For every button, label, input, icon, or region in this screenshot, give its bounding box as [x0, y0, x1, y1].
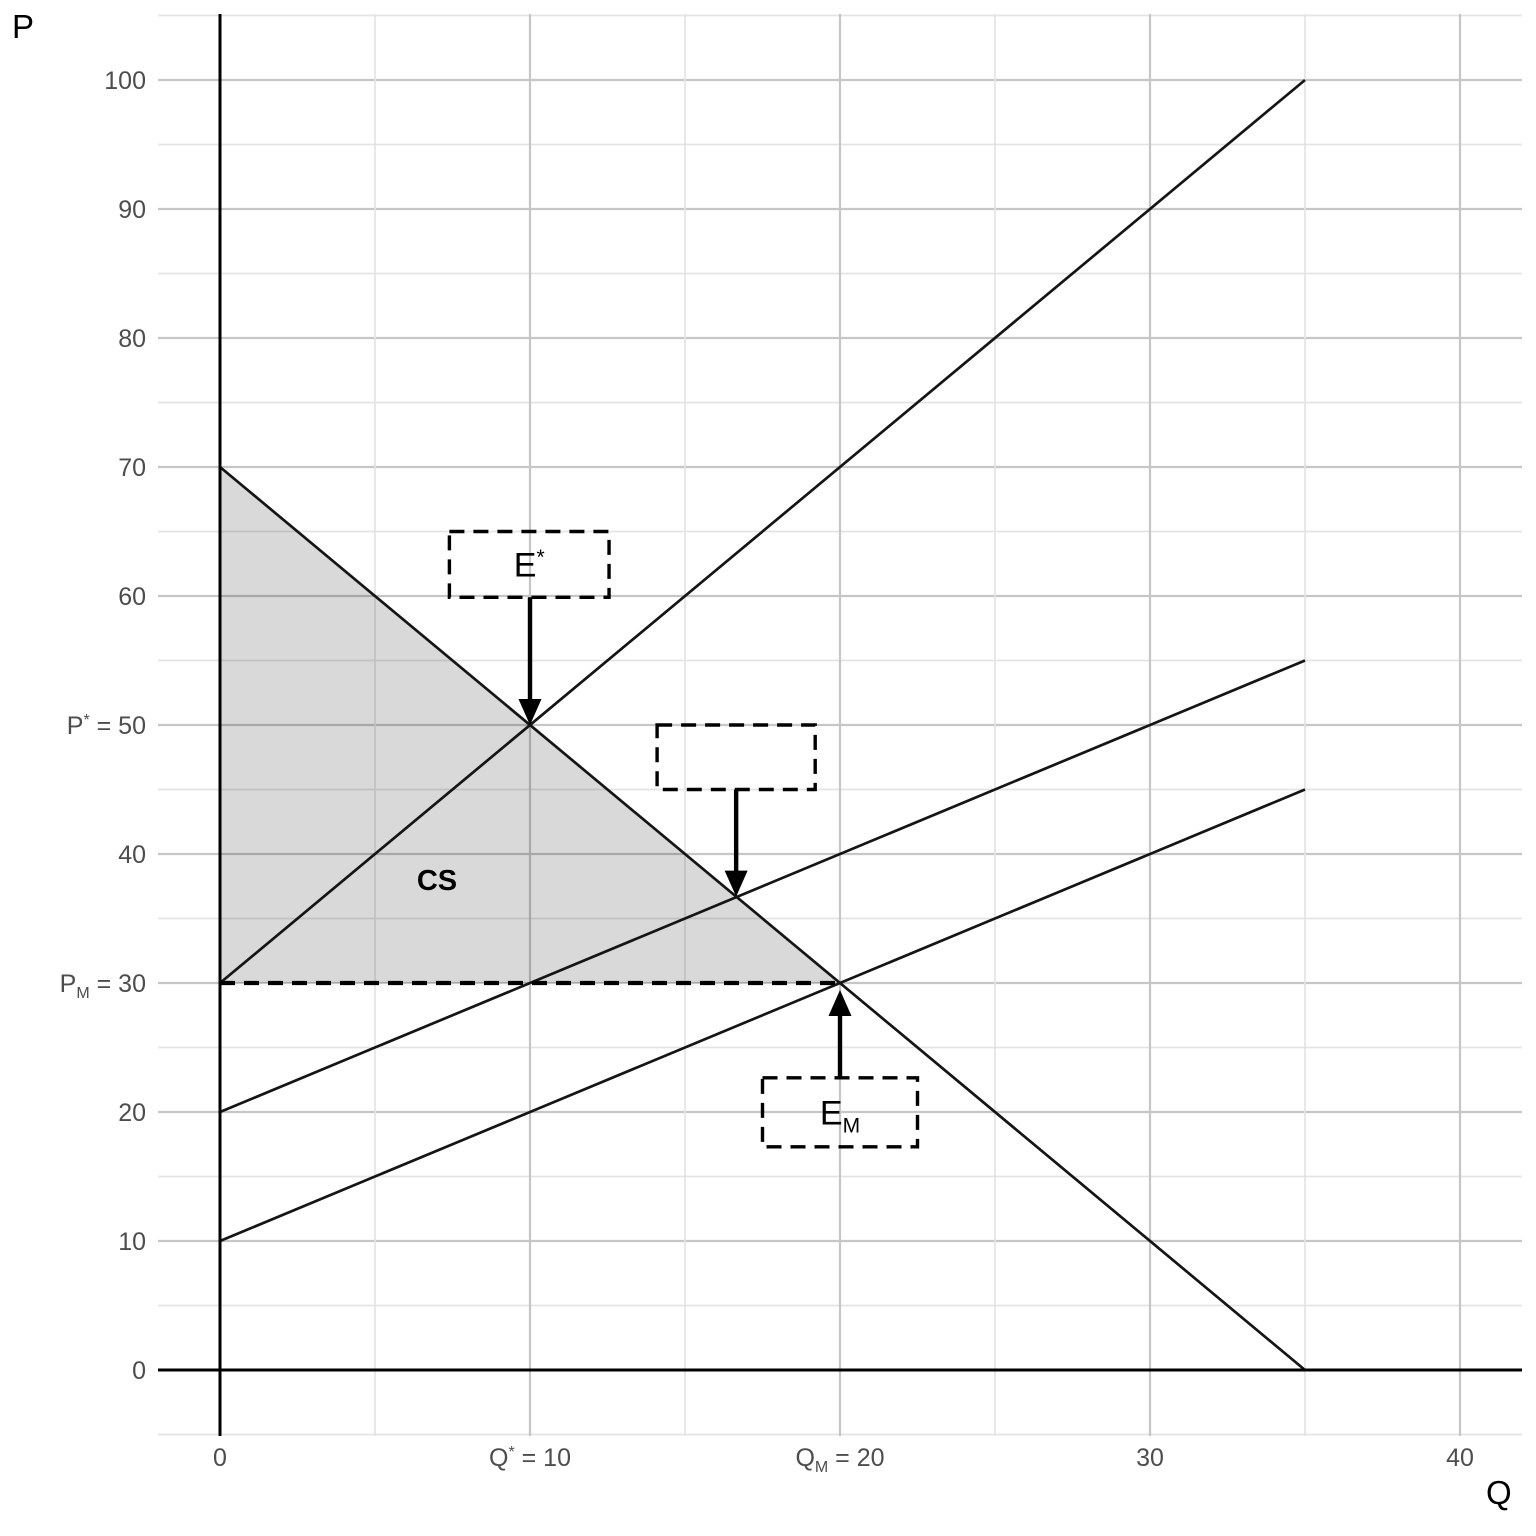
x-tick-10: Q* = 10	[489, 1444, 571, 1472]
supply-curve-steep	[219, 78, 1306, 985]
y-tick-40: 40	[118, 841, 146, 869]
equilibrium-star-label: E*	[514, 546, 545, 584]
equilibrium-monopoly-box	[760, 1076, 920, 1149]
x-axis-title: Q	[1486, 1474, 1512, 1511]
demand-curve	[219, 465, 1306, 1372]
curves	[219, 78, 1306, 1372]
equilibrium-monopoly-arrowhead	[828, 990, 852, 1016]
x-tick-40: 40	[1446, 1444, 1474, 1472]
y-axis-title: P	[12, 8, 35, 45]
equilibrium-unlabeled-arrowhead	[724, 870, 748, 897]
equilibrium-unlabeled	[655, 723, 817, 897]
y-tick-30: PM = 30	[60, 970, 146, 1002]
y-tick-100: 100	[104, 67, 146, 95]
tick-labels: 0 10 20 PM = 30 40 P* = 50 60 70 80 90 100 0 Q* = 10…	[60, 67, 1474, 1476]
equilibrium-monopoly: EM	[760, 990, 920, 1149]
x-tick-0: 0	[213, 1444, 227, 1472]
y-tick-50: P* = 50	[67, 712, 146, 740]
y-tick-60: 60	[118, 583, 146, 611]
equilibrium-monopoly-label: EM	[820, 1094, 860, 1137]
equilibrium-star-box	[447, 529, 611, 599]
supply-curve-low	[219, 788, 1306, 1243]
x-tick-30: 30	[1136, 1444, 1164, 1472]
y-tick-20: 20	[118, 1099, 146, 1127]
x-tick-20: QM = 20	[795, 1444, 884, 1476]
equilibrium-star: E*	[447, 529, 611, 725]
equilibrium-star-arrowhead	[518, 699, 542, 725]
consumer-surplus-label: CS	[417, 865, 457, 897]
y-tick-90: 90	[118, 196, 146, 224]
y-tick-10: 10	[118, 1228, 146, 1256]
equilibrium-unlabeled-box	[655, 723, 817, 792]
y-tick-80: 80	[118, 325, 146, 353]
y-tick-0: 0	[132, 1357, 146, 1385]
supply-curve-middle	[219, 659, 1306, 1114]
y-tick-70: 70	[118, 454, 146, 482]
